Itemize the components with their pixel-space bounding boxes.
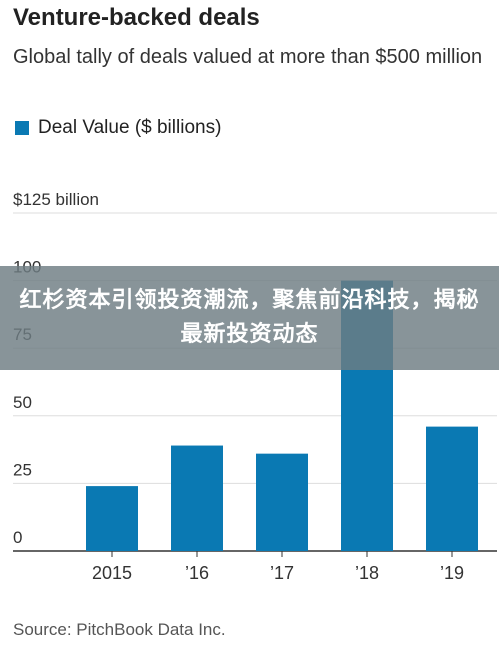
x-tick-label: ’17 bbox=[270, 563, 294, 583]
x-tick-label: ’18 bbox=[355, 563, 379, 583]
y-tick-label: 25 bbox=[13, 460, 32, 479]
x-tick-label: 2015 bbox=[92, 563, 132, 583]
gridlines bbox=[13, 212, 497, 552]
x-tick-label: ’19 bbox=[440, 563, 464, 583]
legend-swatch bbox=[15, 121, 29, 135]
chart-legend: Deal Value ($ billions) bbox=[15, 117, 221, 139]
bar bbox=[171, 445, 223, 551]
overlay-banner: 红杉资本引领投资潮流，聚焦前沿科技，揭秘最新投资动态 bbox=[0, 266, 499, 370]
bar bbox=[426, 426, 478, 551]
y-tick-label: $125 billion bbox=[13, 190, 99, 209]
overlay-banner-text: 红杉资本引领投资潮流，聚焦前沿科技，揭秘最新投资动态 bbox=[19, 288, 480, 347]
bar bbox=[256, 453, 308, 551]
bar-chart: 0255075100$125 billion 2015’16’17’18’19 bbox=[13, 190, 497, 583]
legend-label: Deal Value ($ billions) bbox=[38, 117, 222, 138]
chart-title: Venture-backed deals bbox=[13, 4, 260, 31]
x-tick-label: ’16 bbox=[185, 563, 209, 583]
y-tick-label: 0 bbox=[13, 528, 22, 547]
x-axis-ticks: 2015 ’16 ’17 ’18 ’19 bbox=[92, 551, 464, 583]
chart-subtitle: Global tally of deals valued at more tha… bbox=[13, 46, 483, 68]
source-note: Source: PitchBook Data Inc. bbox=[13, 620, 226, 639]
bar bbox=[86, 486, 138, 551]
y-tick-label: 50 bbox=[13, 393, 32, 412]
